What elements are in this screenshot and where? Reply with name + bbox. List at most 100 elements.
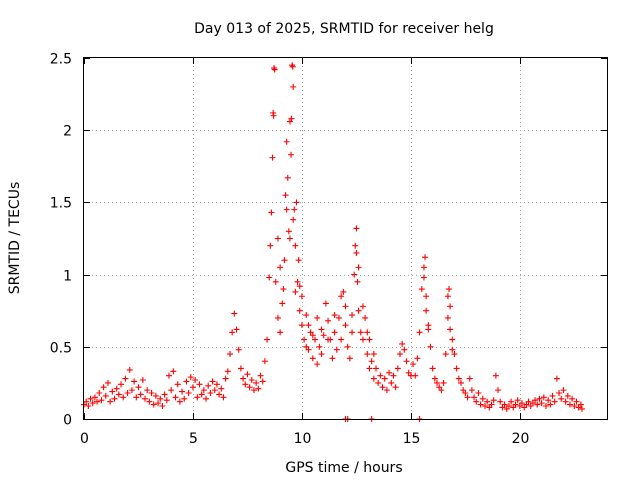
data-point bbox=[468, 387, 475, 394]
data-point bbox=[540, 394, 547, 401]
data-point bbox=[120, 394, 127, 401]
data-point bbox=[370, 351, 377, 358]
data-point bbox=[346, 355, 353, 362]
data-point bbox=[111, 395, 118, 402]
data-point bbox=[414, 355, 421, 362]
plot-frame bbox=[83, 57, 608, 420]
data-point bbox=[288, 115, 295, 122]
data-point bbox=[519, 400, 526, 407]
x-tick-label: 0 bbox=[80, 431, 89, 447]
data-point bbox=[196, 381, 203, 388]
tick-labels: 0 5 10 15 20 0 0.5 1 1.5 2 2.5 bbox=[50, 52, 530, 448]
data-point bbox=[488, 401, 495, 408]
data-point bbox=[274, 235, 281, 242]
data-point bbox=[329, 355, 336, 362]
data-point bbox=[481, 403, 488, 410]
data-point bbox=[305, 322, 312, 329]
data-point bbox=[331, 312, 338, 319]
data-point bbox=[351, 271, 358, 278]
data-point bbox=[442, 351, 449, 358]
data-point bbox=[325, 317, 332, 324]
data-point bbox=[455, 375, 462, 382]
data-point bbox=[536, 395, 543, 402]
y-tick-label: 2.5 bbox=[50, 52, 72, 68]
data-point bbox=[401, 346, 408, 353]
data-point bbox=[224, 368, 231, 375]
data-point bbox=[291, 206, 298, 213]
data-point bbox=[277, 264, 284, 271]
y-axis-title: SRMTID / TECUs bbox=[7, 182, 23, 295]
data-point bbox=[571, 403, 578, 410]
data-point bbox=[135, 384, 142, 391]
data-point bbox=[399, 340, 406, 347]
data-point bbox=[289, 62, 296, 69]
data-point bbox=[331, 329, 338, 336]
data-point bbox=[394, 365, 401, 372]
data-point bbox=[359, 303, 366, 310]
data-point bbox=[298, 293, 305, 300]
data-point bbox=[205, 382, 212, 389]
data-point bbox=[137, 391, 144, 398]
data-point bbox=[333, 346, 340, 353]
y-tick-label: 0.5 bbox=[50, 341, 72, 357]
data-point bbox=[170, 368, 177, 375]
data-point bbox=[290, 216, 297, 223]
data-point bbox=[412, 372, 419, 379]
data-point bbox=[558, 395, 565, 402]
data-point bbox=[501, 401, 508, 408]
data-point bbox=[109, 388, 116, 395]
data-point bbox=[447, 326, 454, 333]
data-point bbox=[155, 400, 162, 407]
data-point bbox=[381, 375, 388, 382]
data-point bbox=[505, 403, 512, 410]
data-point bbox=[270, 109, 277, 116]
data-point bbox=[490, 397, 497, 404]
data-point bbox=[542, 403, 549, 410]
data-point bbox=[189, 384, 196, 391]
data-point bbox=[423, 307, 430, 314]
data-point bbox=[366, 365, 373, 372]
data-point bbox=[353, 225, 360, 232]
data-point bbox=[187, 374, 194, 381]
data-point bbox=[449, 346, 456, 353]
data-point bbox=[142, 395, 149, 402]
data-point bbox=[466, 375, 473, 382]
data-point bbox=[124, 390, 131, 397]
data-point bbox=[547, 401, 554, 408]
data-point bbox=[139, 377, 146, 384]
data-point bbox=[359, 336, 366, 343]
data-point bbox=[192, 377, 199, 384]
data-point bbox=[362, 314, 369, 321]
data-point bbox=[280, 286, 287, 293]
data-point bbox=[289, 63, 296, 70]
data-point bbox=[392, 384, 399, 391]
data-point bbox=[390, 372, 397, 379]
data-point bbox=[102, 392, 109, 399]
data-point bbox=[244, 371, 251, 378]
data-point bbox=[179, 388, 186, 395]
data-point bbox=[128, 387, 135, 394]
data-point bbox=[83, 398, 90, 405]
data-point bbox=[159, 403, 166, 410]
data-point bbox=[292, 288, 299, 295]
data-point bbox=[194, 394, 201, 401]
data-point bbox=[444, 314, 451, 321]
data-point bbox=[133, 394, 140, 401]
data-point bbox=[266, 274, 273, 281]
data-point bbox=[495, 387, 502, 394]
data-point bbox=[305, 346, 312, 353]
data-point bbox=[257, 372, 264, 379]
x-tick-label: 20 bbox=[512, 431, 530, 447]
data-point bbox=[377, 372, 384, 379]
data-point bbox=[569, 395, 576, 402]
data-point bbox=[453, 365, 460, 372]
data-point bbox=[213, 381, 220, 388]
data-point bbox=[309, 355, 316, 362]
data-point bbox=[420, 264, 427, 271]
y-tick-label: 0 bbox=[63, 413, 72, 429]
data-point bbox=[264, 336, 271, 343]
data-point bbox=[352, 242, 359, 249]
data-point bbox=[364, 351, 371, 358]
data-point bbox=[447, 303, 454, 310]
data-point bbox=[163, 397, 170, 404]
